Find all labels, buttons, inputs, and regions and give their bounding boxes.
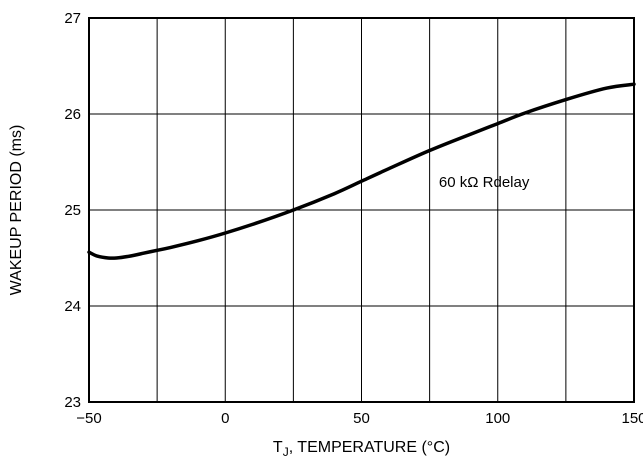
x-tick-label: 100: [485, 410, 510, 427]
grid-lines: [88, 17, 635, 403]
x-tick-label: 50: [353, 410, 370, 427]
x-axis-title-text: , TEMPERATURE (°C): [289, 439, 450, 456]
plot-frame: [88, 17, 635, 403]
x-tick-label: −50: [76, 410, 101, 427]
x-tick-label: 0: [221, 410, 229, 427]
x-axis-title-subscript: J: [283, 445, 289, 459]
x-tick-label: 150: [621, 410, 643, 427]
x-axis-title: TJ, TEMPERATURE (°C): [273, 439, 450, 459]
y-tick-label: 24: [64, 298, 81, 315]
y-tick-label: 25: [64, 202, 81, 219]
y-tick-label: 27: [64, 10, 81, 27]
x-axis-title-symbol: T: [273, 439, 283, 456]
y-tick-labels: 23 24 25 26 27: [64, 10, 81, 411]
y-axis-title: WAKEUP PERIOD (ms): [8, 125, 25, 296]
y-tick-label: 23: [64, 394, 81, 411]
y-tick-label: 26: [64, 106, 81, 123]
wakeup-period-curve: [87, 82, 636, 260]
series-layer: [87, 82, 636, 260]
x-tick-labels: −50 0 50 100 150: [76, 410, 643, 427]
curve-annotation: 60 kΩ Rdelay: [439, 174, 530, 191]
